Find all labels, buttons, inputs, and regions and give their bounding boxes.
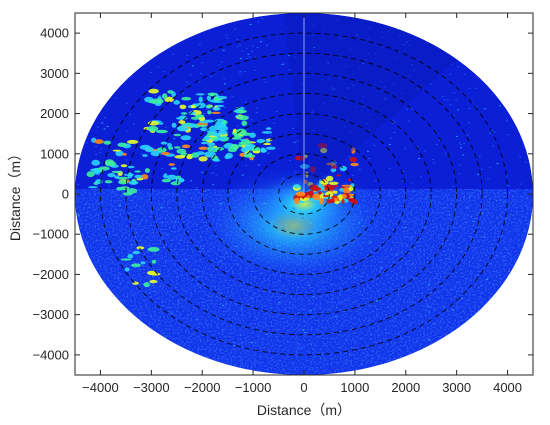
land-echoes bbox=[86, 88, 276, 288]
x-tick-label: 1000 bbox=[340, 380, 369, 395]
y-tick-label: 2000 bbox=[40, 106, 69, 121]
x-tick-label: −2000 bbox=[184, 380, 221, 395]
range-ring bbox=[278, 173, 330, 215]
y-tick-label: −4000 bbox=[32, 347, 69, 362]
strong-echoes bbox=[292, 143, 359, 205]
x-tick-label: 0 bbox=[300, 380, 307, 395]
x-tick-label: 2000 bbox=[391, 380, 420, 395]
range-ring bbox=[150, 72, 458, 316]
y-tick-label: 4000 bbox=[40, 26, 69, 41]
range-ring bbox=[99, 32, 509, 356]
x-tick-label: 3000 bbox=[442, 380, 471, 395]
x-tick-label: −3000 bbox=[133, 380, 170, 395]
y-tick-label: 3000 bbox=[40, 66, 69, 81]
y-axis-ticks: −4000 −3000 −2000 −1000 0 1000 2000 3000 4000 bbox=[32, 26, 533, 362]
range-ring bbox=[252, 153, 356, 235]
y-tick-label: 0 bbox=[62, 187, 69, 202]
range-ring bbox=[176, 92, 432, 296]
range-ring bbox=[227, 133, 381, 255]
range-rings bbox=[99, 13, 509, 356]
range-ring bbox=[125, 52, 483, 336]
x-tick-label: −1000 bbox=[235, 380, 272, 395]
range-ring bbox=[201, 113, 407, 275]
y-tick-label: −1000 bbox=[32, 227, 69, 242]
x-axis-ticks: −4000 −3000 −2000 −1000 0 1000 2000 3000 4000 bbox=[82, 13, 522, 395]
y-tick-label: −3000 bbox=[32, 307, 69, 322]
x-axis-label: Distance（m） bbox=[257, 402, 351, 418]
y-axis-label: Distance（m） bbox=[7, 147, 23, 241]
y-tick-label: −2000 bbox=[32, 267, 69, 282]
x-tick-label: −4000 bbox=[82, 380, 119, 395]
x-tick-label: 4000 bbox=[493, 380, 522, 395]
y-tick-label: 1000 bbox=[40, 146, 69, 161]
